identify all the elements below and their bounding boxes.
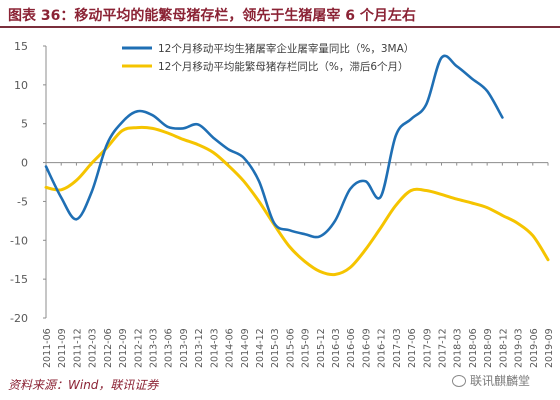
x-tick-label: 2018-06 — [468, 328, 479, 368]
chat-bubble-icon — [452, 375, 466, 387]
legend-label: 12个月移动平均生猪屠宰企业屠宰量同比（%，3MA） — [158, 42, 414, 55]
x-tick-label: 2015-09 — [301, 328, 312, 368]
legend-label: 12个月移动平均能繁母猪存栏同比（%，滞后6个月） — [158, 60, 409, 73]
x-tick-label: 2017-09 — [422, 328, 433, 368]
series-lines — [44, 54, 550, 277]
x-tick-label: 2011-12 — [72, 328, 83, 368]
y-tick-label: 0 — [21, 157, 28, 170]
y-tick-label: 5 — [21, 118, 28, 131]
x-tick-label: 2013-03 — [148, 328, 159, 368]
x-tick-label: 2017-06 — [407, 328, 418, 368]
x-tick-label: 2014-12 — [255, 328, 266, 368]
watermark: 联讯麒麟堂 — [452, 372, 530, 389]
y-tick-label: 10 — [14, 79, 28, 92]
x-tick-label: 2013-06 — [164, 328, 175, 368]
source-note: 资料来源：Wind，联讯证券 — [8, 378, 159, 392]
sow-inventory-yoy-line — [44, 125, 550, 277]
title-bar: 图表 36：移动平均的能繁母猪存栏，领先于生猪屠宰 6 个月左右 — [0, 0, 560, 28]
slaughter-yoy-line — [44, 54, 504, 239]
y-tick-label: -5 — [17, 195, 28, 208]
x-tick-label: 2012-06 — [103, 328, 114, 368]
y-tick-label: 15 — [14, 40, 28, 53]
x-axis: 2011-06 2011-09 2011-12 2012-03 2012-06 2012-… — [42, 162, 555, 368]
x-tick-label: 2019-09 — [544, 328, 555, 368]
x-tick-label: 2017-12 — [438, 328, 449, 368]
x-tick-label: 2014-03 — [209, 328, 220, 368]
legend: 12个月移动平均生猪屠宰企业屠宰量同比（%，3MA） 12个月移动平均能繁母猪存栏… — [122, 42, 414, 73]
x-tick-label: 2016-12 — [377, 328, 388, 368]
x-tick-label: 2018-03 — [453, 328, 464, 368]
figure-title: 图表 36：移动平均的能繁母猪存栏，领先于生猪屠宰 6 个月左右 — [8, 8, 416, 24]
x-tick-label: 2014-09 — [240, 328, 251, 368]
x-tick-label: 2015-03 — [270, 328, 281, 368]
x-tick-label: 2015-12 — [316, 328, 327, 368]
x-tick-label: 2014-06 — [225, 328, 236, 368]
y-tick-label: -15 — [10, 273, 28, 286]
x-tick-label: 2016-09 — [361, 328, 372, 368]
x-tick-label: 2017-03 — [392, 328, 403, 368]
x-tick-label: 2018-12 — [498, 328, 509, 368]
x-tick-label: 2016-06 — [346, 328, 357, 368]
x-tick-label: 2019-03 — [514, 328, 525, 368]
watermark-text: 联讯麒麟堂 — [470, 374, 531, 388]
y-tick-label: -20 — [10, 312, 28, 325]
x-tick-label: 2013-09 — [179, 328, 190, 368]
x-tick-label: 2018-09 — [483, 328, 494, 368]
x-tick-label: 2012-12 — [133, 328, 144, 368]
x-tick-label: 2011-09 — [57, 328, 68, 368]
x-tick-label: 2015-06 — [285, 328, 296, 368]
x-tick-label: 2019-06 — [529, 328, 540, 368]
y-tick-label: -10 — [10, 234, 28, 247]
x-tick-label: 2013-12 — [194, 328, 205, 368]
x-tick-label: 2012-03 — [88, 328, 99, 368]
x-tick-label: 2011-06 — [42, 328, 53, 368]
y-axis: 15 10 5 0 -5 -10 -15 -20 — [10, 40, 47, 325]
x-tick-label: 2012-09 — [118, 328, 129, 368]
x-tick-label: 2016-03 — [331, 328, 342, 368]
